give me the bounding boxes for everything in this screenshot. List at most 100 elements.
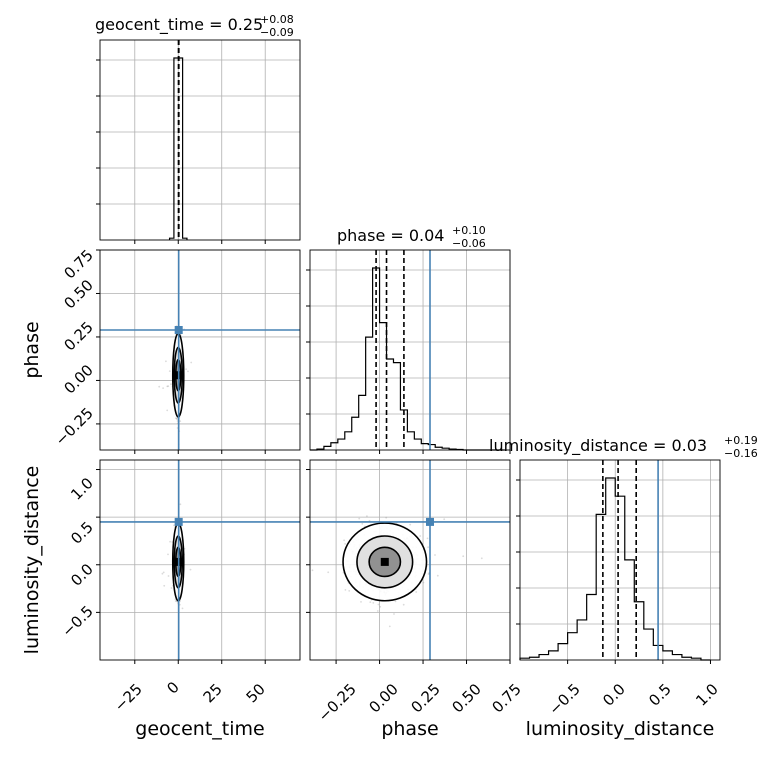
- sample-point: [275, 571, 277, 573]
- title-phase-plus: +0.10: [452, 224, 486, 237]
- xtick-geocent-3: 50: [243, 680, 269, 706]
- sample-point: [166, 409, 169, 412]
- sample-point: [344, 543, 346, 545]
- sample-point: [167, 553, 169, 556]
- ytick-phase-0: −0.25: [52, 404, 97, 449]
- scatter-points: [158, 325, 193, 446]
- panel-border: [519, 459, 721, 661]
- ylabel-phase: phase: [21, 321, 43, 378]
- yticks-lumdist: −0.5 0.0 0.5 1.0: [58, 474, 96, 640]
- sample-point: [170, 587, 173, 589]
- xtick-lumdist-1: 0.0: [599, 680, 629, 710]
- ytick-phase-1: 0.00: [60, 361, 96, 397]
- sample-point: [385, 516, 388, 519]
- title-phase-minus: −0.06: [452, 237, 486, 250]
- ytick-phase-2: 0.25: [60, 318, 96, 354]
- truth-marker: [174, 326, 183, 334]
- xtick-phase-0: −0.25: [315, 680, 360, 725]
- sample-point: [443, 518, 446, 521]
- ytick-lumdist-2: 0.5: [67, 518, 97, 548]
- sample-point: [174, 600, 177, 603]
- sample-point: [376, 610, 379, 612]
- xtick-lumdist-3: 1.0: [692, 680, 722, 710]
- xtick-geocent-0: −25: [111, 680, 146, 715]
- sample-point: [311, 569, 314, 572]
- sample-point: [181, 607, 184, 610]
- xticks-lumdist: −0.5 0.0 0.5 1.0: [545, 680, 721, 718]
- sample-point: [167, 385, 170, 388]
- sample-point: [366, 515, 368, 518]
- title-geocent-plus: +0.08: [260, 13, 294, 26]
- xlabel-phase: phase: [381, 718, 438, 740]
- sample-point: [162, 571, 165, 574]
- title-lumdist-plus: +0.19: [724, 434, 758, 447]
- panel-scatter-phase-lumdist: [193, 459, 515, 664]
- xtick-phase-2: 0.25: [407, 680, 443, 716]
- sample-point: [165, 360, 167, 363]
- sample-point: [327, 571, 330, 574]
- sample-point: [260, 548, 262, 550]
- sample-point: [169, 540, 172, 543]
- density-peak: [380, 557, 389, 566]
- scatter-points: [193, 515, 515, 628]
- sample-point: [163, 584, 166, 587]
- xtick-lumdist-2: 0.5: [645, 680, 675, 710]
- title-phase: phase = 0.04: [337, 226, 444, 245]
- sample-point: [158, 385, 161, 388]
- sample-point: [419, 535, 422, 537]
- ytick-lumdist-1: 0.0: [67, 560, 97, 590]
- panel-border: [99, 459, 301, 661]
- sample-point: [462, 555, 465, 558]
- xticks-geocent: −25 0 25 50: [111, 678, 269, 715]
- ylabel-lumdist: luminosity_distance: [21, 466, 43, 655]
- sample-point: [369, 601, 372, 603]
- ytick-lumdist-3: 1.0: [67, 474, 97, 504]
- panel-hist-geocent: [96, 39, 301, 244]
- sample-point: [360, 601, 362, 603]
- sample-point: [422, 581, 425, 584]
- xlabel-lumdist: luminosity_distance: [526, 718, 715, 740]
- title-geocent: geocent_time = 0.25: [95, 15, 263, 35]
- sample-point: [189, 568, 192, 571]
- sample-point: [175, 417, 177, 420]
- xtick-geocent-2: 25: [200, 680, 226, 706]
- xlabel-geocent: geocent_time: [135, 718, 264, 740]
- sample-point: [283, 571, 285, 573]
- sample-point: [409, 523, 412, 526]
- sample-point: [513, 549, 515, 551]
- sample-point: [343, 539, 345, 542]
- histogram-step: [519, 477, 711, 661]
- sample-point: [388, 625, 391, 628]
- ytick-lumdist-0: −0.5: [58, 602, 96, 640]
- sample-point: [434, 554, 436, 556]
- title-lumdist: luminosity_distance = 0.03: [489, 436, 707, 456]
- sample-point: [193, 572, 195, 574]
- sample-point: [344, 589, 347, 591]
- panel-scatter-geocent-lumdist: [96, 459, 301, 664]
- sample-point: [394, 600, 397, 603]
- sample-point: [162, 387, 165, 389]
- sample-point: [179, 503, 182, 506]
- sample-point: [179, 420, 182, 422]
- truth-marker: [174, 517, 183, 526]
- sample-point: [161, 572, 164, 575]
- sample-point: [372, 602, 375, 604]
- sample-point: [377, 603, 380, 606]
- sample-point: [393, 613, 395, 615]
- sample-point: [415, 591, 418, 593]
- sample-point: [232, 573, 234, 575]
- panel-hist-phase: [306, 249, 511, 454]
- ytick-phase-4: 0.75: [60, 246, 96, 282]
- sample-point: [170, 383, 172, 386]
- panel-hist-lumdist: [516, 459, 721, 664]
- sample-point: [166, 385, 169, 388]
- histogram-step: [310, 267, 505, 451]
- sample-point: [274, 594, 276, 596]
- xtick-phase-4: 0.75: [488, 680, 524, 716]
- ytick-phase-3: 0.50: [60, 276, 96, 312]
- title-lumdist-minus: −0.16: [724, 447, 758, 460]
- xtick-phase-3: 0.50: [448, 680, 484, 716]
- sample-point: [187, 370, 189, 373]
- panel-border: [99, 39, 301, 241]
- sample-point: [348, 590, 351, 592]
